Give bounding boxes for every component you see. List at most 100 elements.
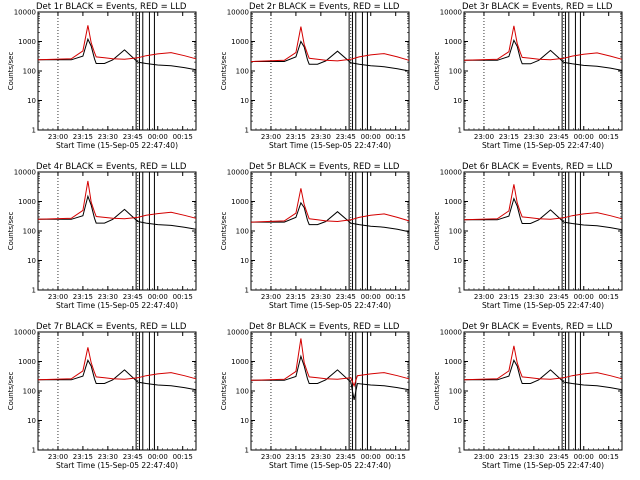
x-tick-label: 00:00: [574, 453, 594, 461]
detector-chart-5: Det 5r BLACK = Events, RED = LLD 1 10 100 10…: [220, 162, 410, 310]
x-tick-label: 23:30: [98, 453, 118, 461]
x-axis-label: Start Time (15-Sep-05 22:47:40): [269, 461, 391, 470]
x-tick-label: 23:00: [48, 133, 68, 141]
detector-chart-3: Det 3r BLACK = Events, RED = LLD 1 10 100 10…: [433, 2, 623, 150]
y-axis-label: Counts/sec: [433, 212, 441, 251]
x-axis-label: Start Time (15-Sep-05 22:47:40): [482, 141, 604, 150]
x-axis-label: Start Time (15-Sep-05 22:47:40): [56, 141, 178, 150]
x-tick-label: 23:30: [311, 453, 331, 461]
y-tick-label: 10000: [14, 329, 36, 337]
y-tick-label: 1: [245, 127, 249, 135]
y-tick-label: 100: [23, 388, 36, 396]
plot-frame: [37, 11, 197, 131]
y-tick-label: 1: [458, 287, 462, 295]
x-tick-label: 23:45: [336, 453, 356, 461]
detector-chart-6: Det 6r BLACK = Events, RED = LLD 1 10 100 10…: [433, 162, 623, 310]
plot-frame: [37, 331, 197, 451]
y-tick-label: 10000: [14, 9, 36, 17]
lld-series-line: [463, 184, 623, 221]
plot-frame: [37, 171, 197, 291]
events-series-line: [464, 39, 623, 71]
x-axis-label: Start Time (15-Sep-05 22:47:40): [482, 301, 604, 310]
y-tick-label: 1000: [18, 38, 36, 46]
x-tick-label: 23:30: [311, 133, 331, 141]
events-series-line: [38, 37, 197, 71]
events-series-line: [251, 40, 410, 72]
x-tick-label: 23:15: [286, 133, 306, 141]
y-axis-label: Counts/sec: [7, 212, 15, 251]
chart-title: Det 8r BLACK = Events, RED = LLD: [249, 322, 400, 332]
x-tick-label: 00:15: [173, 133, 193, 141]
plot-frame: [463, 331, 623, 451]
x-tick-label: 23:00: [474, 133, 494, 141]
x-axis-label: Start Time (15-Sep-05 22:47:40): [56, 461, 178, 470]
lld-series-line: [37, 180, 197, 220]
y-tick-label: 1000: [444, 38, 462, 46]
events-series-line: [251, 354, 410, 400]
y-tick-label: 10000: [440, 329, 462, 337]
y-tick-label: 10000: [227, 9, 249, 17]
detector-chart-7: Det 7r BLACK = Events, RED = LLD 1 10 100 10…: [7, 322, 197, 470]
events-series-line: [464, 359, 623, 391]
x-tick-label: 00:00: [361, 293, 381, 301]
detector-chart-9: Det 9r BLACK = Events, RED = LLD 1 10 100 10…: [433, 322, 623, 470]
chart-title: Det 1r BLACK = Events, RED = LLD: [36, 2, 187, 12]
x-tick-label: 23:00: [261, 133, 281, 141]
x-tick-label: 23:45: [336, 133, 356, 141]
x-tick-label: 23:15: [73, 133, 93, 141]
lld-series-line: [250, 338, 410, 388]
x-tick-label: 23:15: [286, 453, 306, 461]
x-tick-label: 00:15: [386, 453, 406, 461]
x-tick-label: 23:30: [98, 293, 118, 301]
events-series-line: [38, 359, 197, 391]
x-tick-label: 23:00: [261, 453, 281, 461]
y-tick-label: 1000: [231, 38, 249, 46]
y-tick-label: 10: [27, 257, 36, 265]
chart-title: Det 6r BLACK = Events, RED = LLD: [462, 162, 613, 172]
x-tick-label: 00:15: [386, 293, 406, 301]
lld-series-line: [37, 347, 197, 381]
x-tick-label: 23:15: [499, 133, 519, 141]
x-axis-label: Start Time (15-Sep-05 22:47:40): [482, 461, 604, 470]
lld-series-line: [37, 25, 197, 61]
x-tick-label: 23:45: [549, 293, 569, 301]
y-tick-label: 1000: [18, 358, 36, 366]
y-tick-label: 1: [458, 127, 462, 135]
events-series-line: [251, 201, 410, 233]
y-tick-label: 10: [240, 417, 249, 425]
y-tick-label: 1: [245, 287, 249, 295]
y-tick-label: 1: [245, 447, 249, 455]
y-tick-label: 10000: [440, 169, 462, 177]
x-tick-label: 00:00: [148, 453, 168, 461]
chart-title: Det 3r BLACK = Events, RED = LLD: [462, 2, 613, 12]
y-tick-label: 10: [240, 257, 249, 265]
chart-title: Det 4r BLACK = Events, RED = LLD: [36, 162, 187, 172]
x-tick-label: 23:45: [549, 133, 569, 141]
plot-frame: [463, 11, 623, 131]
x-tick-label: 23:30: [524, 133, 544, 141]
detector-chart-2: Det 2r BLACK = Events, RED = LLD 1 10 100 10…: [220, 2, 410, 150]
x-tick-label: 00:15: [386, 133, 406, 141]
lld-series-line: [463, 25, 623, 61]
chart-title: Det 9r BLACK = Events, RED = LLD: [462, 322, 613, 332]
y-tick-label: 10: [453, 97, 462, 105]
lld-series-line: [250, 26, 410, 62]
plot-frame: [463, 171, 623, 291]
y-tick-label: 10: [27, 417, 36, 425]
x-tick-label: 23:00: [48, 293, 68, 301]
y-tick-label: 100: [449, 228, 462, 236]
events-series-line: [38, 194, 197, 230]
x-tick-label: 00:15: [173, 453, 193, 461]
y-tick-label: 10000: [14, 169, 36, 177]
y-tick-label: 100: [236, 388, 249, 396]
detector-chart-1: Det 1r BLACK = Events, RED = LLD 1 10 100 10…: [7, 2, 197, 150]
events-series-line: [464, 197, 623, 231]
chart-title: Det 2r BLACK = Events, RED = LLD: [249, 2, 400, 12]
x-tick-label: 00:15: [599, 293, 619, 301]
y-tick-label: 100: [449, 68, 462, 76]
lld-series-line: [463, 345, 623, 381]
x-tick-label: 23:45: [123, 453, 143, 461]
x-tick-label: 23:00: [474, 293, 494, 301]
y-tick-label: 1000: [444, 198, 462, 206]
x-tick-label: 23:15: [73, 453, 93, 461]
